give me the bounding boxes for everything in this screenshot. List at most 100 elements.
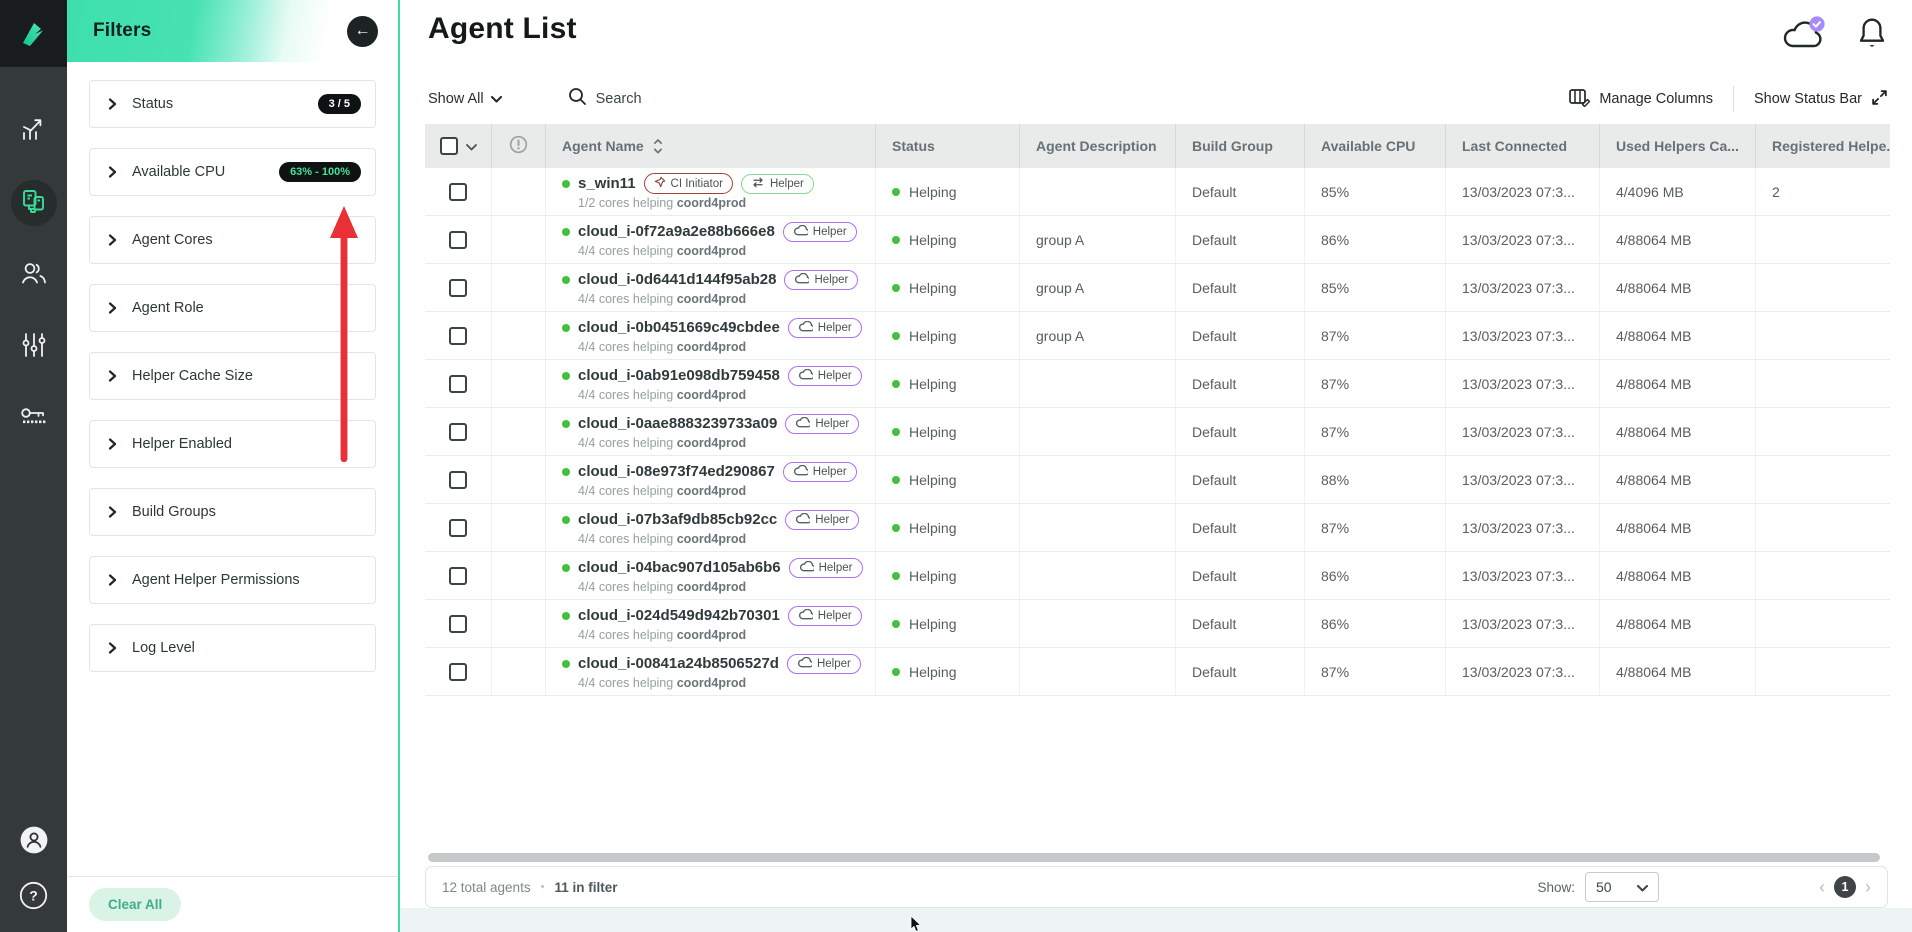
row-checkbox[interactable] (449, 566, 467, 585)
column-header-status[interactable]: Status (876, 124, 1020, 168)
next-page-button[interactable]: › (1865, 877, 1871, 897)
agent-name: cloud_i-024d549d942b70301 (578, 607, 780, 624)
table-row[interactable]: cloud_i-04bac907d105ab6b6 Helper 4/4 cores… (425, 552, 1890, 600)
status-cell: Helping (876, 264, 1020, 311)
page-size-select[interactable]: 50 (1585, 872, 1659, 902)
filter-agent-helper-permissions[interactable]: Agent Helper Permissions (89, 556, 376, 604)
row-checkbox[interactable] (449, 230, 467, 249)
table-body: s_win11 CI Initiator Helper 1/2 cores helpi… (425, 168, 1890, 696)
sidebar-license-key-icon[interactable] (8, 393, 60, 445)
row-checkbox[interactable] (449, 518, 467, 537)
search-input[interactable] (595, 91, 776, 107)
column-header-agent-name[interactable]: Agent Name (546, 124, 876, 168)
table-row[interactable]: s_win11 CI Initiator Helper 1/2 cores helpi… (425, 168, 1890, 216)
collapse-filters-button[interactable]: ← (347, 15, 378, 47)
select-all-checkbox[interactable] (439, 137, 458, 155)
table-row[interactable]: cloud_i-0d6441d144f95ab28 Helper 4/4 cores… (425, 264, 1890, 312)
chevron-right-icon (108, 506, 117, 518)
status-dot (892, 187, 900, 196)
filter-build-groups[interactable]: Build Groups (89, 488, 376, 536)
table-row[interactable]: cloud_i-0ab91e098db759458 Helper 4/4 cores… (425, 360, 1890, 408)
registered-helpers-cell (1756, 360, 1890, 407)
row-alert-cell (492, 408, 546, 455)
column-header-used-helpers-ca[interactable]: Used Helpers Ca... (1600, 124, 1756, 168)
horizontal-scrollbar[interactable] (428, 853, 1880, 862)
online-status-dot (562, 227, 570, 236)
registered-helpers-cell: 2 (1772, 183, 1780, 200)
column-header-build-group[interactable]: Build Group (1176, 124, 1305, 168)
cloud-icon (794, 272, 811, 287)
status-filter-dropdown[interactable]: Show All (428, 91, 502, 107)
previous-page-button[interactable]: ‹ (1819, 877, 1825, 897)
row-checkbox[interactable] (449, 278, 467, 297)
badge-ci: CI Initiator (643, 173, 733, 194)
row-checkbox[interactable] (449, 182, 467, 201)
bell-icon[interactable] (1858, 16, 1886, 55)
status-dot (892, 523, 900, 532)
alerts-column-header (492, 124, 546, 168)
column-header-registered-helpe[interactable]: Registered Helpe.. (1756, 124, 1890, 168)
table-row[interactable]: cloud_i-024d549d942b70301 Helper 4/4 cores… (425, 600, 1890, 648)
clear-all-button[interactable]: Clear All (89, 888, 182, 921)
build-group-cell: Default (1176, 312, 1305, 359)
sidebar-help-icon[interactable]: ? (18, 881, 50, 914)
status-label: Helping (909, 663, 957, 680)
column-header-label: Agent Description (1036, 138, 1157, 154)
table-row[interactable]: cloud_i-0aae8883239733a09 Helper 4/4 cores… (425, 408, 1890, 456)
build-group-cell: Default (1176, 504, 1305, 551)
row-checkbox[interactable] (449, 662, 467, 681)
show-status-bar-button[interactable]: Show Status Bar (1754, 89, 1888, 110)
row-checkbox[interactable] (449, 470, 467, 489)
sidebar-settings-sliders-icon[interactable] (8, 321, 60, 373)
chevron-right-icon (108, 98, 117, 110)
row-checkbox[interactable] (449, 326, 467, 345)
last-connected-cell: 13/03/2023 07:3... (1446, 648, 1600, 695)
row-checkbox[interactable] (449, 374, 467, 393)
agent-cores-subtext: 4/4 cores helping coord4prod (578, 291, 747, 306)
in-filter-count: 11 in filter (554, 879, 618, 895)
column-header-agent-description[interactable]: Agent Description (1020, 124, 1176, 168)
sidebar-agents-icon[interactable] (10, 180, 57, 226)
build-group-cell: Default (1176, 600, 1305, 647)
sidebar-profile-avatar-icon[interactable] (18, 826, 50, 858)
filter-log-level[interactable]: Log Level (89, 624, 376, 672)
table-row[interactable]: cloud_i-0b0451669c49cbdee Helper 4/4 cores… (425, 312, 1890, 360)
sort-icon[interactable] (653, 138, 663, 155)
status-label: Helping (909, 471, 957, 488)
sidebar-analytics-icon[interactable] (8, 105, 60, 157)
filter-agent-cores[interactable]: Agent Cores (89, 216, 376, 264)
agent-cores-subtext: 4/4 cores helping coord4prod (578, 387, 747, 402)
filter-helper-enabled[interactable]: Helper Enabled (89, 420, 376, 468)
swap-arrows-icon (751, 177, 765, 191)
alert-circle-icon (509, 135, 528, 157)
row-checkbox[interactable] (449, 422, 467, 441)
used-helpers-cell: 4/88064 MB (1600, 504, 1756, 551)
filter-helper-cache-size[interactable]: Helper Cache Size (89, 352, 376, 400)
description-cell (1020, 600, 1176, 647)
column-header-available-cpu[interactable]: Available CPU (1305, 124, 1446, 168)
current-page-button[interactable]: 1 (1834, 876, 1856, 898)
column-header-last-connected[interactable]: Last Connected (1446, 124, 1600, 168)
row-alert-cell (492, 552, 546, 599)
select-all-header[interactable] (425, 124, 492, 168)
agent-name-cell: cloud_i-07b3af9db85cb92cc Helper 4/4 cores… (546, 504, 876, 551)
filter-agent-role[interactable]: Agent Role (89, 284, 376, 332)
row-alert-cell (492, 264, 546, 311)
last-connected-cell: 13/03/2023 07:3... (1446, 360, 1600, 407)
registered-helpers-cell (1756, 264, 1890, 311)
used-helpers-cell: 4/88064 MB (1600, 552, 1756, 599)
sidebar-users-icon[interactable] (8, 249, 60, 301)
agent-name-cell: cloud_i-04bac907d105ab6b6 Helper 4/4 cores… (546, 552, 876, 599)
table-row[interactable]: cloud_i-08e973f74ed290867 Helper 4/4 cores… (425, 456, 1890, 504)
table-row[interactable]: cloud_i-07b3af9db85cb92cc Helper 4/4 cores… (425, 504, 1890, 552)
filter-available-cpu[interactable]: Available CPU 63% - 100% (89, 148, 376, 196)
agent-cores-subtext: 1/2 cores helping coord4prod (578, 196, 747, 210)
filter-status[interactable]: Status 3 / 5 (89, 80, 376, 128)
manage-columns-button[interactable]: Manage Columns (1569, 88, 1713, 111)
table-row[interactable]: cloud_i-0f72a9a2e88b666e8 Helper 4/4 cores… (425, 216, 1890, 264)
cloud-check-icon[interactable] (1780, 16, 1828, 57)
row-checkbox[interactable] (449, 614, 467, 633)
incredibuild-logo[interactable] (0, 0, 67, 67)
table-row[interactable]: cloud_i-00841a24b8506527d Helper 4/4 cores… (425, 648, 1890, 696)
status-filter-label: Show All (428, 91, 484, 107)
